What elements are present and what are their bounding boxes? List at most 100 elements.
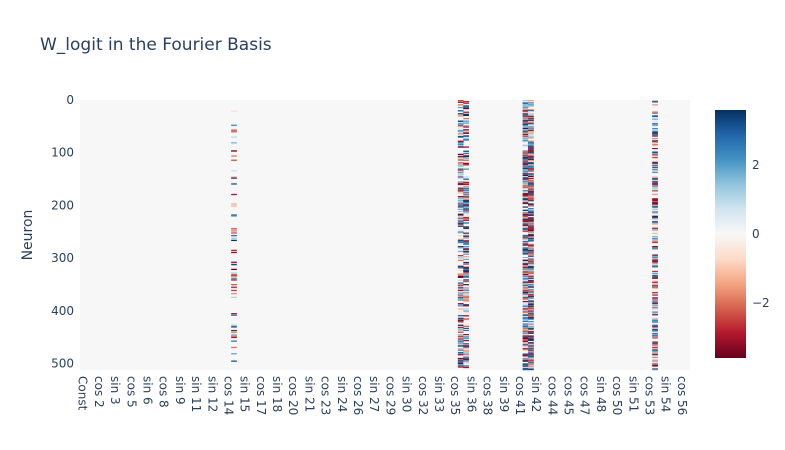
heatmap-cell <box>652 120 658 122</box>
heatmap-cell <box>528 363 534 365</box>
heatmap-cell <box>528 213 534 216</box>
heatmap-cell <box>457 214 464 217</box>
heatmap-cell <box>231 203 237 205</box>
heatmap-cell <box>522 311 529 313</box>
heatmap-cell <box>231 110 237 112</box>
heatmap-cell <box>231 214 237 216</box>
heatmap-cell <box>652 152 658 155</box>
heatmap-cell <box>652 327 658 330</box>
x-tick-label: cos 29 <box>383 376 397 415</box>
x-tick-label: cos 8 <box>157 376 171 408</box>
heatmap-cell <box>522 206 529 208</box>
heatmap-cell <box>522 184 529 186</box>
heatmap-cell <box>652 329 658 331</box>
heatmap-cell <box>522 124 529 126</box>
x-tick-label: sin 12 <box>205 376 219 412</box>
heatmap-cell <box>652 123 658 125</box>
heatmap-cell <box>463 205 469 207</box>
heatmap-cell <box>522 264 529 266</box>
heatmap-cell <box>463 117 469 120</box>
heatmap-cell <box>231 286 237 288</box>
heatmap-cell <box>528 360 534 362</box>
heatmap-cell <box>457 146 464 148</box>
heatmap-cell <box>528 144 534 146</box>
heatmap-cell <box>231 289 237 292</box>
heatmap-cell <box>522 360 529 362</box>
y-axis-title: Neuron <box>20 210 36 261</box>
heatmap-cell <box>522 211 529 214</box>
heatmap-cell <box>463 267 469 269</box>
heatmap-cell <box>652 212 658 214</box>
heatmap-cell <box>463 187 469 189</box>
x-tick-label: cos 38 <box>481 376 495 415</box>
heatmap-cell <box>457 133 464 135</box>
heatmap-cell <box>463 150 469 152</box>
heatmap-cell <box>522 294 529 296</box>
heatmap-cell <box>463 130 469 132</box>
colorbar-tick-label: 0 <box>752 227 760 241</box>
x-tick-label: cos 32 <box>416 376 430 415</box>
x-tick-label: cos 23 <box>319 376 333 415</box>
heatmap-cell <box>522 106 529 108</box>
heatmap-cell <box>652 141 658 143</box>
heatmap-cell <box>652 208 658 210</box>
heatmap-cell <box>528 136 534 138</box>
heatmap-cell <box>457 153 464 156</box>
heatmap-cell <box>463 254 469 256</box>
heatmap-cell <box>231 314 237 316</box>
heatmap-cell <box>522 161 529 163</box>
heatmap-cell <box>463 358 469 361</box>
heatmap-cell <box>463 344 469 346</box>
heatmap-cell <box>231 313 237 315</box>
heatmap-cell <box>463 107 469 110</box>
x-tick-label: sin 24 <box>335 376 349 412</box>
y-tick-label: 200 <box>51 198 74 212</box>
heatmap-cell <box>652 288 658 290</box>
heatmap-cell <box>457 305 464 307</box>
heatmap-cell <box>652 297 658 300</box>
heatmap-cell <box>463 164 469 166</box>
heatmap-cell <box>652 266 658 268</box>
heatmap-cell <box>463 146 469 148</box>
heatmap-cell <box>652 311 658 313</box>
heatmap-cell <box>522 276 529 278</box>
heatmap-cell <box>457 345 464 348</box>
heatmap-cell <box>528 107 534 110</box>
heatmap-cell <box>652 330 658 332</box>
heatmap-cell <box>528 193 534 196</box>
heatmap-cell <box>457 282 464 284</box>
heatmap-cell <box>652 218 658 220</box>
heatmap-cell <box>463 279 469 281</box>
chart-title: W_logit in the Fourier Basis <box>40 35 272 55</box>
x-axis: Const cos 2 sin 3 cos 5 sin 6 cos 8 sin 9 sin 1… <box>76 376 689 415</box>
heatmap-cell <box>528 276 534 278</box>
heatmap-cell <box>652 281 658 284</box>
heatmap-cell <box>528 331 534 333</box>
heatmap-cell <box>231 261 237 264</box>
heatmap-cell <box>522 118 529 121</box>
heatmap-cell <box>457 164 464 167</box>
heatmap-cell <box>522 223 529 225</box>
heatmap-cell <box>522 291 529 294</box>
heatmap-cell <box>652 333 658 335</box>
heatmap-cell <box>457 308 464 311</box>
heatmap-cell <box>463 154 469 157</box>
heatmap-cell <box>652 143 658 146</box>
heatmap-cell <box>528 251 534 253</box>
heatmap-cell <box>522 220 529 223</box>
heatmap-cell <box>522 219 529 222</box>
heatmap-cell <box>528 304 534 306</box>
heatmap-cell <box>652 321 658 323</box>
heatmap-cell <box>457 360 464 362</box>
colorbar-tick-label: −2 <box>752 296 770 310</box>
heatmap-cell <box>463 284 469 286</box>
heatmap-cell <box>652 222 658 224</box>
heatmap-cell <box>652 314 658 316</box>
heatmap-cell <box>652 132 658 134</box>
heatmap-cell <box>522 222 529 224</box>
heatmap-cell <box>522 326 529 328</box>
heatmap-cell <box>463 105 469 108</box>
heatmap-cell <box>457 304 464 306</box>
x-tick-label: cos 35 <box>448 376 462 415</box>
heatmap-cell <box>463 297 469 299</box>
